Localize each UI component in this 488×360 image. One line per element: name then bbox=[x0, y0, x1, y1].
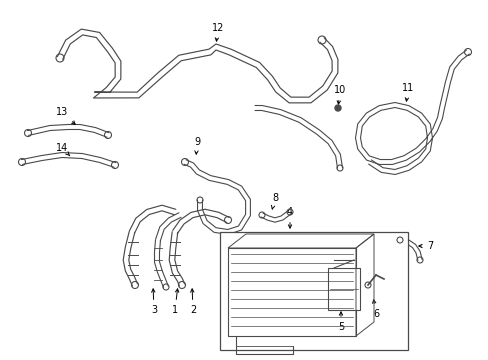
Text: 4: 4 bbox=[286, 207, 292, 228]
Text: 9: 9 bbox=[194, 137, 200, 154]
Bar bbox=[220, 232, 407, 350]
Text: 13: 13 bbox=[56, 107, 75, 124]
Text: 11: 11 bbox=[401, 83, 413, 101]
Text: 1: 1 bbox=[172, 289, 179, 315]
Text: 2: 2 bbox=[189, 289, 196, 315]
Text: 3: 3 bbox=[151, 289, 157, 315]
Bar bbox=[227, 248, 355, 336]
Circle shape bbox=[334, 105, 340, 111]
Text: 14: 14 bbox=[56, 143, 70, 156]
Text: 8: 8 bbox=[271, 193, 278, 209]
Text: 5: 5 bbox=[337, 312, 344, 332]
Text: 6: 6 bbox=[372, 300, 378, 319]
Text: 12: 12 bbox=[211, 23, 224, 41]
Text: 7: 7 bbox=[418, 241, 432, 251]
Bar bbox=[327, 268, 359, 310]
Text: 10: 10 bbox=[333, 85, 346, 104]
